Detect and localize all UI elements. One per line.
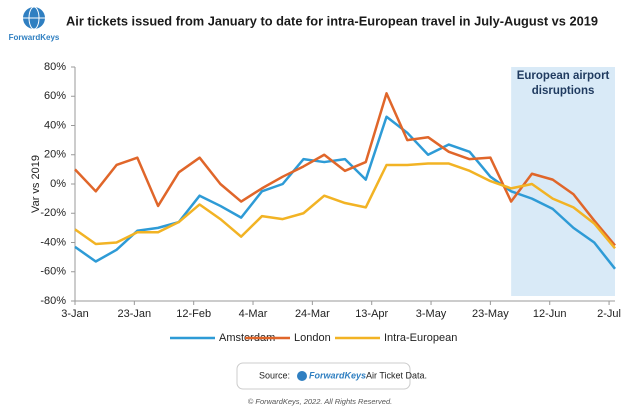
- x-tick-label: 2-Jul: [597, 308, 621, 320]
- y-tick-label: -40%: [40, 236, 66, 248]
- annotation-text: disruptions: [532, 85, 595, 97]
- logo: ForwardKeys: [9, 6, 60, 42]
- footer: © ForwardKeys, 2022. All Rights Reserved…: [248, 397, 392, 406]
- y-tick-label: 40%: [44, 119, 66, 131]
- chart-title: Air tickets issued from January to date …: [66, 13, 598, 28]
- y-axis-label: Var vs 2019: [30, 155, 42, 213]
- x-tick-label: 3-Jan: [61, 308, 89, 320]
- y-tick-label: 60%: [44, 90, 66, 102]
- y-tick-label: -60%: [40, 266, 66, 278]
- y-tick-label: 80%: [44, 61, 66, 73]
- x-tick-label: 13-Apr: [355, 308, 388, 320]
- annotation-region: [511, 67, 615, 296]
- x-tick-label: 24-Mar: [295, 308, 330, 320]
- source-text: Air Ticket Data.: [366, 370, 427, 380]
- legend-label: Intra-European: [384, 332, 457, 344]
- x-tick-label: 12-Jun: [533, 308, 567, 320]
- source-prefix: Source:: [259, 370, 290, 380]
- x-tick-label: 23-May: [472, 308, 509, 320]
- source-logo-icon: [297, 371, 307, 381]
- series-line: [74, 162, 616, 250]
- legend-label: London: [294, 332, 331, 344]
- logo-text: ForwardKeys: [9, 33, 60, 42]
- x-tick-label: 23-Jan: [118, 308, 152, 320]
- source-brand: ForwardKeys: [309, 370, 366, 380]
- x-tick-label: 3-May: [416, 308, 447, 320]
- plot-area: European airport disruptions -80% -60% -40% -…: [40, 61, 621, 344]
- source-box: [236, 362, 411, 390]
- x-tick-label: 4-Mar: [239, 308, 268, 320]
- y-tick-label: -80%: [40, 295, 66, 307]
- annotation-text: European airport: [517, 70, 610, 82]
- x-tick-label: 12-Feb: [176, 308, 211, 320]
- y-tick-label: 0%: [50, 178, 66, 190]
- y-tick-label: 20%: [44, 149, 66, 161]
- series-line: [74, 115, 616, 270]
- y-tick-label: -20%: [40, 207, 66, 219]
- series-line: [74, 92, 616, 247]
